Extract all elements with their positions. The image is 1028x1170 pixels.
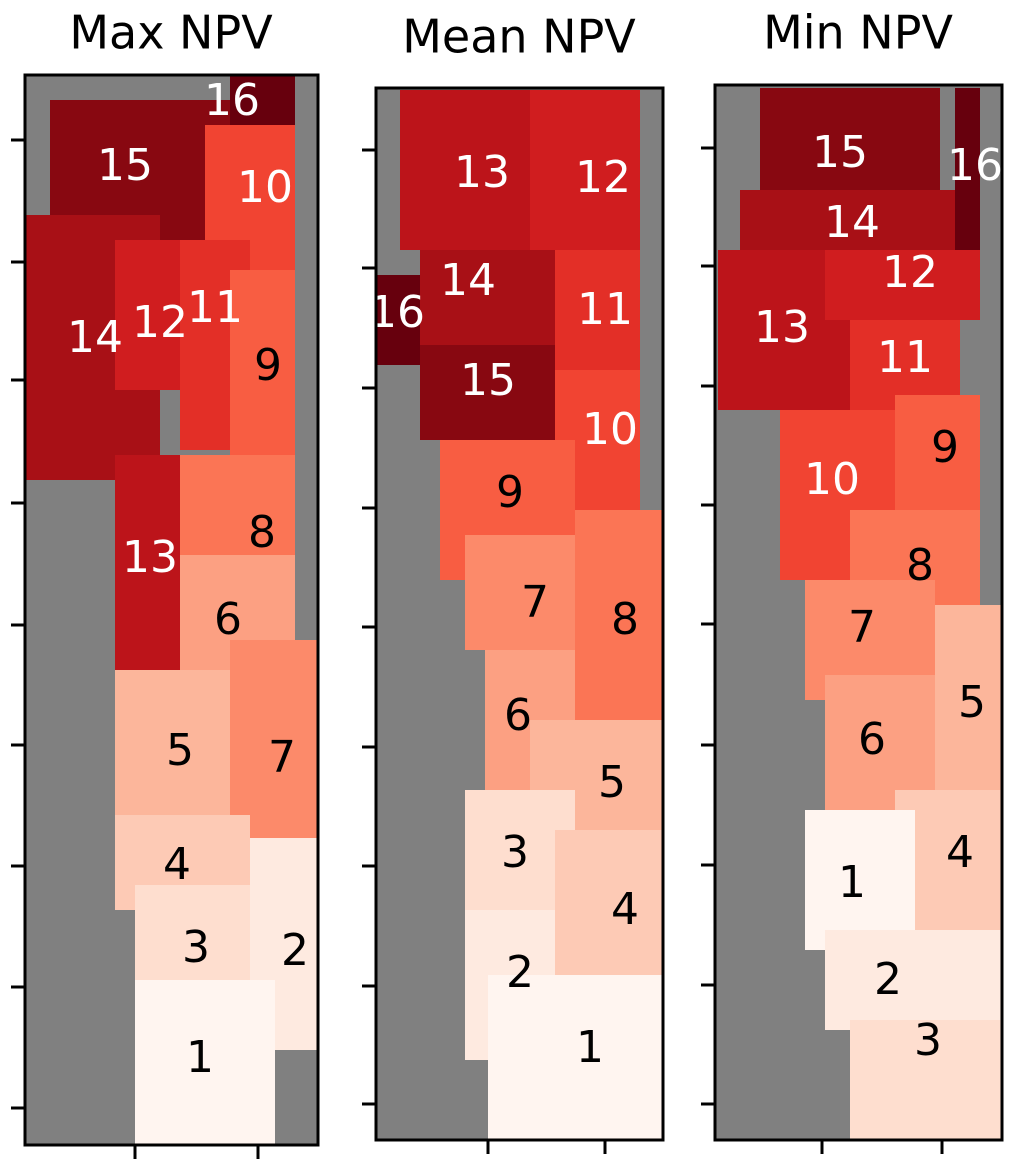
region xyxy=(180,455,295,555)
region-label: 5 xyxy=(166,725,194,776)
region-label: 1 xyxy=(838,857,866,908)
region-label: 4 xyxy=(946,827,974,878)
region xyxy=(230,270,295,455)
region xyxy=(825,675,935,810)
region-label: 3 xyxy=(501,827,529,878)
region-label: 4 xyxy=(611,884,639,935)
region-label: 6 xyxy=(858,714,886,765)
region xyxy=(740,190,955,250)
region-label: 13 xyxy=(754,302,810,353)
region xyxy=(895,395,980,530)
region xyxy=(115,455,180,670)
region-label: 15 xyxy=(97,140,153,191)
region-label: 16 xyxy=(369,287,425,338)
region-label: 12 xyxy=(132,297,188,348)
region-label: 16 xyxy=(204,75,260,126)
region-label: 11 xyxy=(877,332,933,383)
region-label: 8 xyxy=(248,507,276,558)
region-label: 1 xyxy=(186,1032,214,1083)
region-label: 4 xyxy=(163,839,191,890)
region-label: 2 xyxy=(281,925,309,976)
axes-frame xyxy=(374,86,665,1142)
region xyxy=(400,90,530,250)
region xyxy=(955,88,980,270)
region-label: 8 xyxy=(611,594,639,645)
region-label: 9 xyxy=(254,340,282,391)
region-label: 9 xyxy=(931,422,959,473)
region xyxy=(935,605,1002,790)
region-label: 2 xyxy=(506,947,534,998)
region xyxy=(555,830,663,975)
region-label: 16 xyxy=(947,140,1003,191)
region xyxy=(465,535,575,650)
region-label: 3 xyxy=(182,922,210,973)
region-label: 13 xyxy=(454,147,510,198)
region xyxy=(805,810,915,950)
region-label: 8 xyxy=(906,540,934,591)
panel-title: Min NPV xyxy=(763,6,953,60)
region-label: 13 xyxy=(122,532,178,583)
region-label: 12 xyxy=(575,152,631,203)
region-label: 5 xyxy=(958,677,986,728)
panel-title: Mean NPV xyxy=(402,10,636,64)
region xyxy=(825,930,1002,1030)
region-label: 7 xyxy=(848,602,876,653)
region xyxy=(825,250,980,320)
region-label: 2 xyxy=(874,954,902,1005)
region xyxy=(135,980,275,1145)
region xyxy=(230,75,295,125)
panel-title: Max NPV xyxy=(69,6,273,60)
region-label: 10 xyxy=(237,162,293,213)
region-label: 3 xyxy=(914,1015,942,1066)
region xyxy=(555,250,640,370)
region-label: 1 xyxy=(576,1022,604,1073)
region-label: 14 xyxy=(67,312,123,363)
region-label: 15 xyxy=(460,355,516,406)
region-label: 6 xyxy=(504,690,532,741)
region-label: 11 xyxy=(187,282,243,333)
region-label: 9 xyxy=(496,467,524,518)
axes-frame xyxy=(23,73,320,1147)
region-label: 7 xyxy=(268,732,296,783)
region-label: 7 xyxy=(521,577,549,628)
region-label: 15 xyxy=(812,127,868,178)
region xyxy=(115,670,230,815)
region xyxy=(488,975,663,1140)
axes-frame xyxy=(713,83,1004,1142)
region xyxy=(530,90,640,250)
region xyxy=(850,1020,1002,1140)
region-label: 14 xyxy=(824,197,880,248)
region-label: 14 xyxy=(440,255,496,306)
region xyxy=(376,275,420,365)
region-label: 6 xyxy=(214,594,242,645)
region-label: 11 xyxy=(577,284,633,335)
region xyxy=(760,88,940,190)
region xyxy=(420,250,555,345)
region xyxy=(575,510,663,720)
region-label: 10 xyxy=(804,454,860,505)
region-label: 5 xyxy=(598,757,626,808)
region xyxy=(420,345,555,440)
region-label: 12 xyxy=(882,247,938,298)
region-label: 10 xyxy=(582,404,638,455)
